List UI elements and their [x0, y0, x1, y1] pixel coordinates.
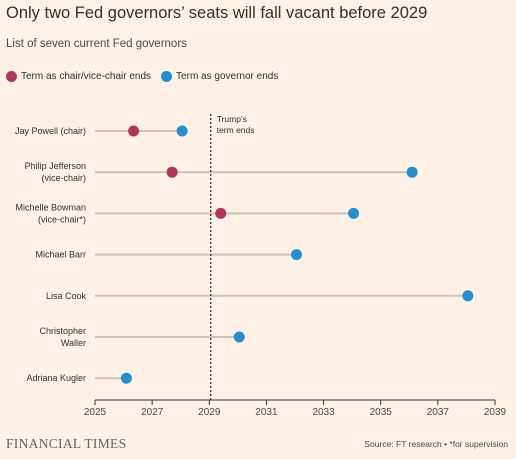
category-label: (vice-chair): [41, 173, 86, 183]
category-label: Michelle Bowman: [15, 202, 86, 212]
chair-term-end-point: [215, 207, 227, 219]
reference-line-label: Trump's: [217, 114, 247, 124]
legend-dot-governor: [161, 71, 173, 82]
x-tick-label: 2027: [141, 407, 164, 418]
x-tick-label: 2037: [427, 407, 450, 418]
legend-label-chair: Term as chair/vice-chair ends: [21, 71, 152, 82]
chart-subtitle: List of seven current Fed governors: [6, 38, 187, 50]
x-tick-label: 2035: [370, 407, 393, 418]
category-label: Lisa Cook: [46, 291, 87, 301]
governor-term-end-point: [176, 125, 188, 137]
legend-label-governor: Term as governor ends: [176, 71, 279, 82]
governor-term-end-point: [233, 331, 245, 343]
chair-term-end-point: [166, 166, 178, 178]
category-label: Philip Jefferson: [25, 161, 86, 171]
source-note: Source: FT research • *for supervision: [364, 439, 508, 449]
x-tick-label: 2025: [84, 407, 107, 418]
x-tick-label: 2031: [255, 407, 278, 418]
chart-title: Only two Fed governors’ seats will fall …: [6, 4, 428, 22]
category-label: Waller: [61, 338, 86, 348]
category-label: Adriana Kugler: [26, 373, 86, 383]
legend: Term as chair/vice-chair ends Term as go…: [6, 71, 288, 82]
governor-term-end-point: [462, 290, 474, 302]
ft-logo: FINANCIAL TIMES: [6, 436, 127, 451]
chair-term-end-point: [128, 125, 140, 137]
governor-term-end-point: [120, 372, 132, 384]
legend-item-governor: Term as governor ends: [161, 71, 278, 82]
category-label: Michael Barr: [35, 250, 86, 260]
category-label: Jay Powell (chair): [15, 126, 86, 136]
category-label: (vice-chair*): [38, 214, 86, 224]
governor-term-end-point: [406, 166, 418, 178]
legend-dot-chair: [6, 71, 17, 82]
x-tick-label: 2033: [312, 407, 335, 418]
governor-term-end-point: [348, 207, 360, 219]
legend-item-chair: Term as chair/vice-chair ends: [6, 71, 151, 82]
governor-term-end-point: [290, 249, 302, 261]
x-tick-label: 2029: [198, 407, 221, 418]
category-label: Christopher: [39, 326, 86, 336]
x-tick-label: 2039: [484, 407, 507, 418]
reference-line-label: term ends: [217, 125, 255, 135]
